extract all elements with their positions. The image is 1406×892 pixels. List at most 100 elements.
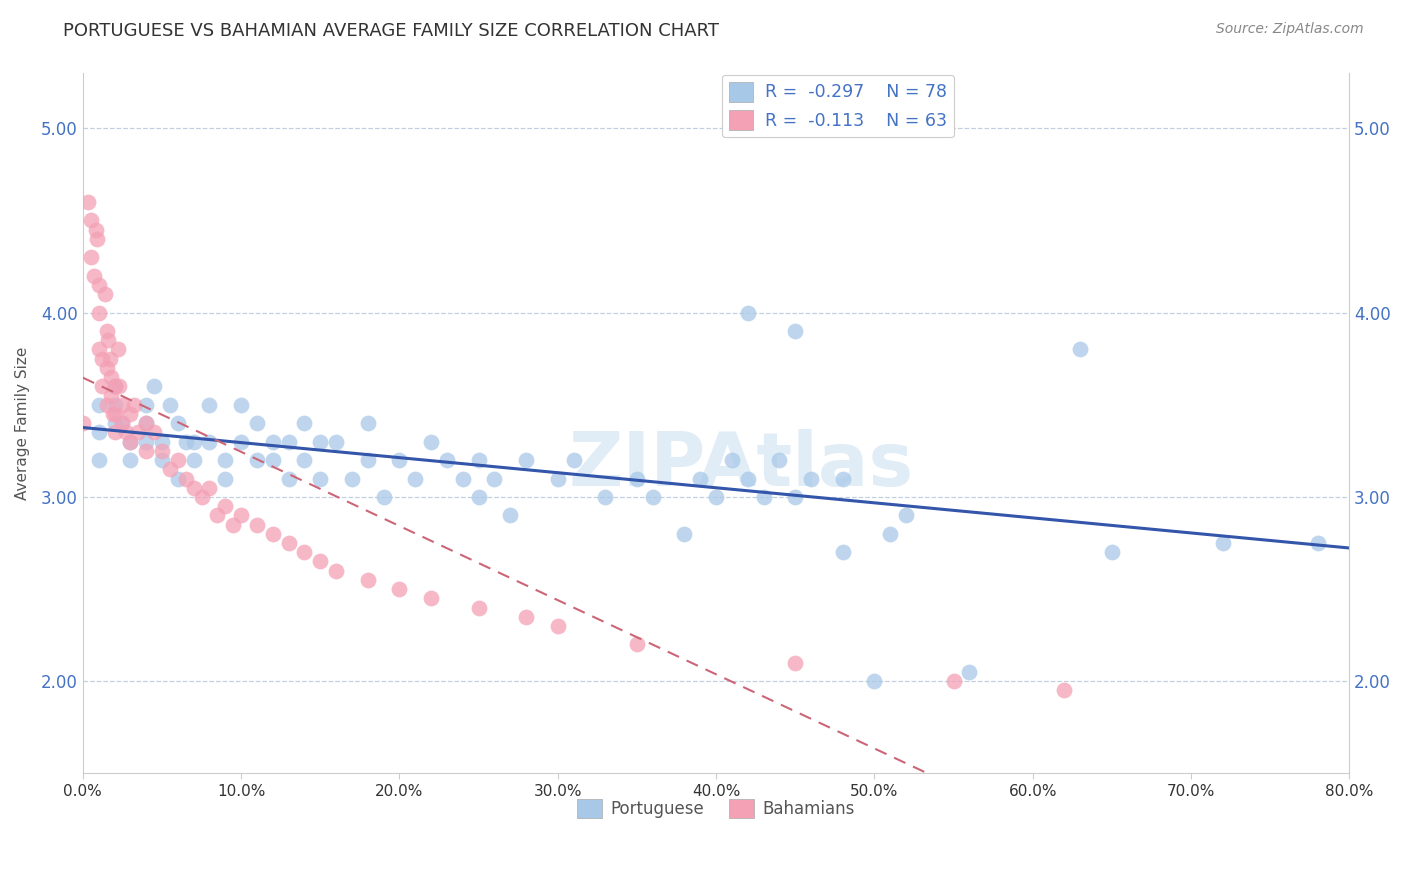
Point: [103, 379, 125, 393]
Point: [103, 398, 125, 412]
Point: [107, 343, 129, 357]
Point: [373, 490, 395, 504]
Point: [150, 434, 173, 449]
Point: [231, 434, 253, 449]
Y-axis label: Average Family Size: Average Family Size: [15, 346, 30, 500]
Point: [103, 425, 125, 440]
Point: [198, 481, 221, 495]
Point: [98, 351, 121, 366]
Point: [436, 453, 458, 467]
Point: [879, 526, 901, 541]
Point: [262, 526, 284, 541]
Point: [689, 471, 711, 485]
Point: [159, 462, 181, 476]
Point: [673, 526, 696, 541]
Point: [120, 434, 142, 449]
Point: [135, 443, 157, 458]
Point: [90, 379, 112, 393]
Point: [262, 453, 284, 467]
Point: [87, 277, 110, 292]
Point: [467, 600, 489, 615]
Point: [737, 305, 759, 319]
Point: [957, 665, 980, 679]
Point: [86, 232, 108, 246]
Point: [100, 388, 122, 402]
Point: [831, 471, 853, 485]
Point: [737, 471, 759, 485]
Point: [388, 453, 411, 467]
Point: [96, 324, 118, 338]
Point: [111, 398, 134, 412]
Point: [294, 416, 316, 430]
Point: [87, 453, 110, 467]
Point: [87, 425, 110, 440]
Point: [309, 434, 332, 449]
Point: [357, 453, 380, 467]
Point: [704, 490, 727, 504]
Text: ZIPAtlas: ZIPAtlas: [569, 429, 914, 501]
Point: [103, 416, 125, 430]
Point: [190, 490, 212, 504]
Point: [309, 471, 332, 485]
Point: [404, 471, 426, 485]
Point: [467, 453, 489, 467]
Point: [103, 379, 125, 393]
Point: [942, 674, 965, 689]
Point: [641, 490, 664, 504]
Point: [143, 379, 166, 393]
Point: [277, 471, 299, 485]
Point: [451, 471, 474, 485]
Text: PORTUGUESE VS BAHAMIAN AVERAGE FAMILY SIZE CORRELATION CHART: PORTUGUESE VS BAHAMIAN AVERAGE FAMILY SI…: [63, 22, 720, 40]
Point: [214, 471, 236, 485]
Point: [100, 370, 122, 384]
Point: [96, 398, 118, 412]
Point: [120, 407, 142, 421]
Point: [262, 434, 284, 449]
Legend: Portuguese, Bahamians: Portuguese, Bahamians: [571, 792, 862, 824]
Point: [96, 360, 118, 375]
Point: [1306, 536, 1329, 550]
Point: [101, 407, 124, 421]
Point: [231, 508, 253, 523]
Point: [80, 213, 103, 227]
Point: [294, 545, 316, 559]
Point: [90, 351, 112, 366]
Point: [97, 333, 120, 347]
Point: [166, 471, 188, 485]
Point: [111, 416, 134, 430]
Point: [87, 305, 110, 319]
Point: [547, 471, 569, 485]
Point: [1069, 343, 1091, 357]
Point: [325, 564, 347, 578]
Point: [785, 490, 807, 504]
Point: [214, 453, 236, 467]
Point: [626, 637, 648, 651]
Point: [515, 453, 537, 467]
Point: [831, 545, 853, 559]
Point: [183, 453, 205, 467]
Point: [166, 416, 188, 430]
Point: [166, 453, 188, 467]
Point: [150, 443, 173, 458]
Point: [111, 416, 134, 430]
Point: [174, 434, 197, 449]
Point: [114, 425, 136, 440]
Point: [183, 481, 205, 495]
Point: [357, 573, 380, 587]
Point: [800, 471, 823, 485]
Point: [183, 434, 205, 449]
Point: [246, 453, 269, 467]
Point: [135, 416, 157, 430]
Point: [894, 508, 917, 523]
Point: [120, 453, 142, 467]
Point: [246, 517, 269, 532]
Point: [340, 471, 363, 485]
Point: [721, 453, 744, 467]
Point: [83, 268, 105, 283]
Point: [207, 508, 229, 523]
Point: [1053, 683, 1076, 698]
Point: [198, 398, 221, 412]
Point: [198, 434, 221, 449]
Point: [84, 222, 107, 236]
Point: [593, 490, 616, 504]
